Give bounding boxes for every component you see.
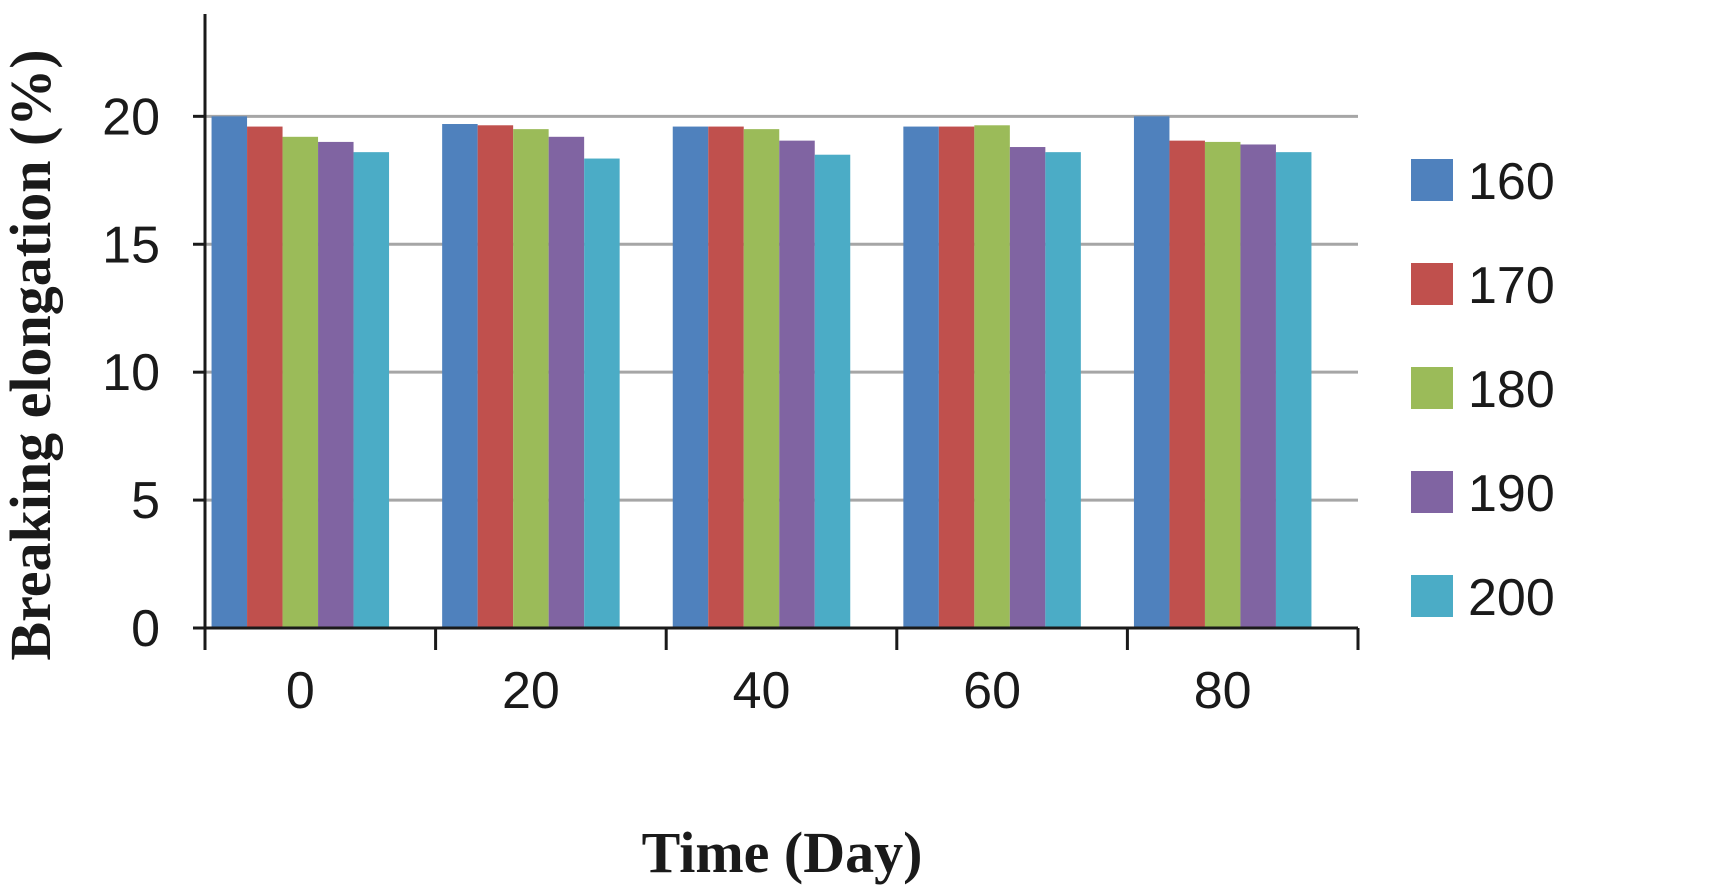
x-tick-label: 80 [1194,662,1252,720]
bar-180-day-40 [743,129,780,628]
bar-180-day-60 [974,125,1010,628]
bar-160-day-60 [903,126,939,629]
bar-190-day-20 [548,136,585,629]
bar-170-day-60 [938,126,975,629]
bar-160-day-80 [1133,116,1170,628]
y-tick-labels: 0 5 10 15 20 [102,88,160,658]
y-tick-label: 10 [102,344,160,402]
legend-label: 190 [1468,465,1555,523]
bar-180-day-0 [282,136,319,629]
bar-190-day-60 [1009,147,1046,629]
legend-label: 200 [1468,569,1555,627]
legend-swatch-190 [1411,471,1453,513]
bar-190-day-0 [318,141,354,628]
legend-label: 160 [1468,153,1555,211]
bar-170-day-40 [708,126,744,629]
bar-200-day-80 [1275,152,1312,628]
bar-200-day-60 [1045,152,1081,628]
bar-170-day-20 [477,125,514,628]
bar-190-day-40 [779,140,815,628]
y-tick-label: 0 [131,600,160,658]
bar-180-day-20 [513,129,549,628]
y-tick-label: 20 [102,88,160,146]
x-tick-label: 20 [502,662,560,720]
bar-170-day-0 [247,126,283,629]
y-tick-label: 15 [102,216,160,274]
y-tick-label: 5 [131,472,160,530]
bar-160-day-0 [211,116,248,628]
bar-200-day-0 [353,152,390,628]
bar-160-day-40 [672,126,709,629]
x-tick-labels: 0 20 40 60 80 [286,662,1252,720]
bar-160-day-20 [442,124,478,628]
x-axis-title: Time (Day) [642,820,923,885]
axes [193,14,1360,650]
bars [211,116,1312,629]
y-axis-title: Breaking elongation (%) [0,49,63,660]
legend-swatch-160 [1411,159,1453,201]
legend-label: 180 [1468,361,1555,419]
bar-200-day-20 [584,158,620,628]
legend-swatch-170 [1411,263,1453,305]
x-tick-label: 60 [963,662,1021,720]
bar-180-day-80 [1204,141,1241,628]
legend: 160 170 180 190 200 [1411,153,1555,627]
x-tick-label: 0 [286,662,315,720]
legend-label: 170 [1468,257,1555,315]
bar-170-day-80 [1169,140,1205,628]
x-tick-label: 40 [733,662,791,720]
bar-190-day-80 [1240,144,1276,628]
legend-swatch-200 [1411,575,1453,617]
legend-swatch-180 [1411,367,1453,409]
bar-200-day-40 [814,154,851,629]
